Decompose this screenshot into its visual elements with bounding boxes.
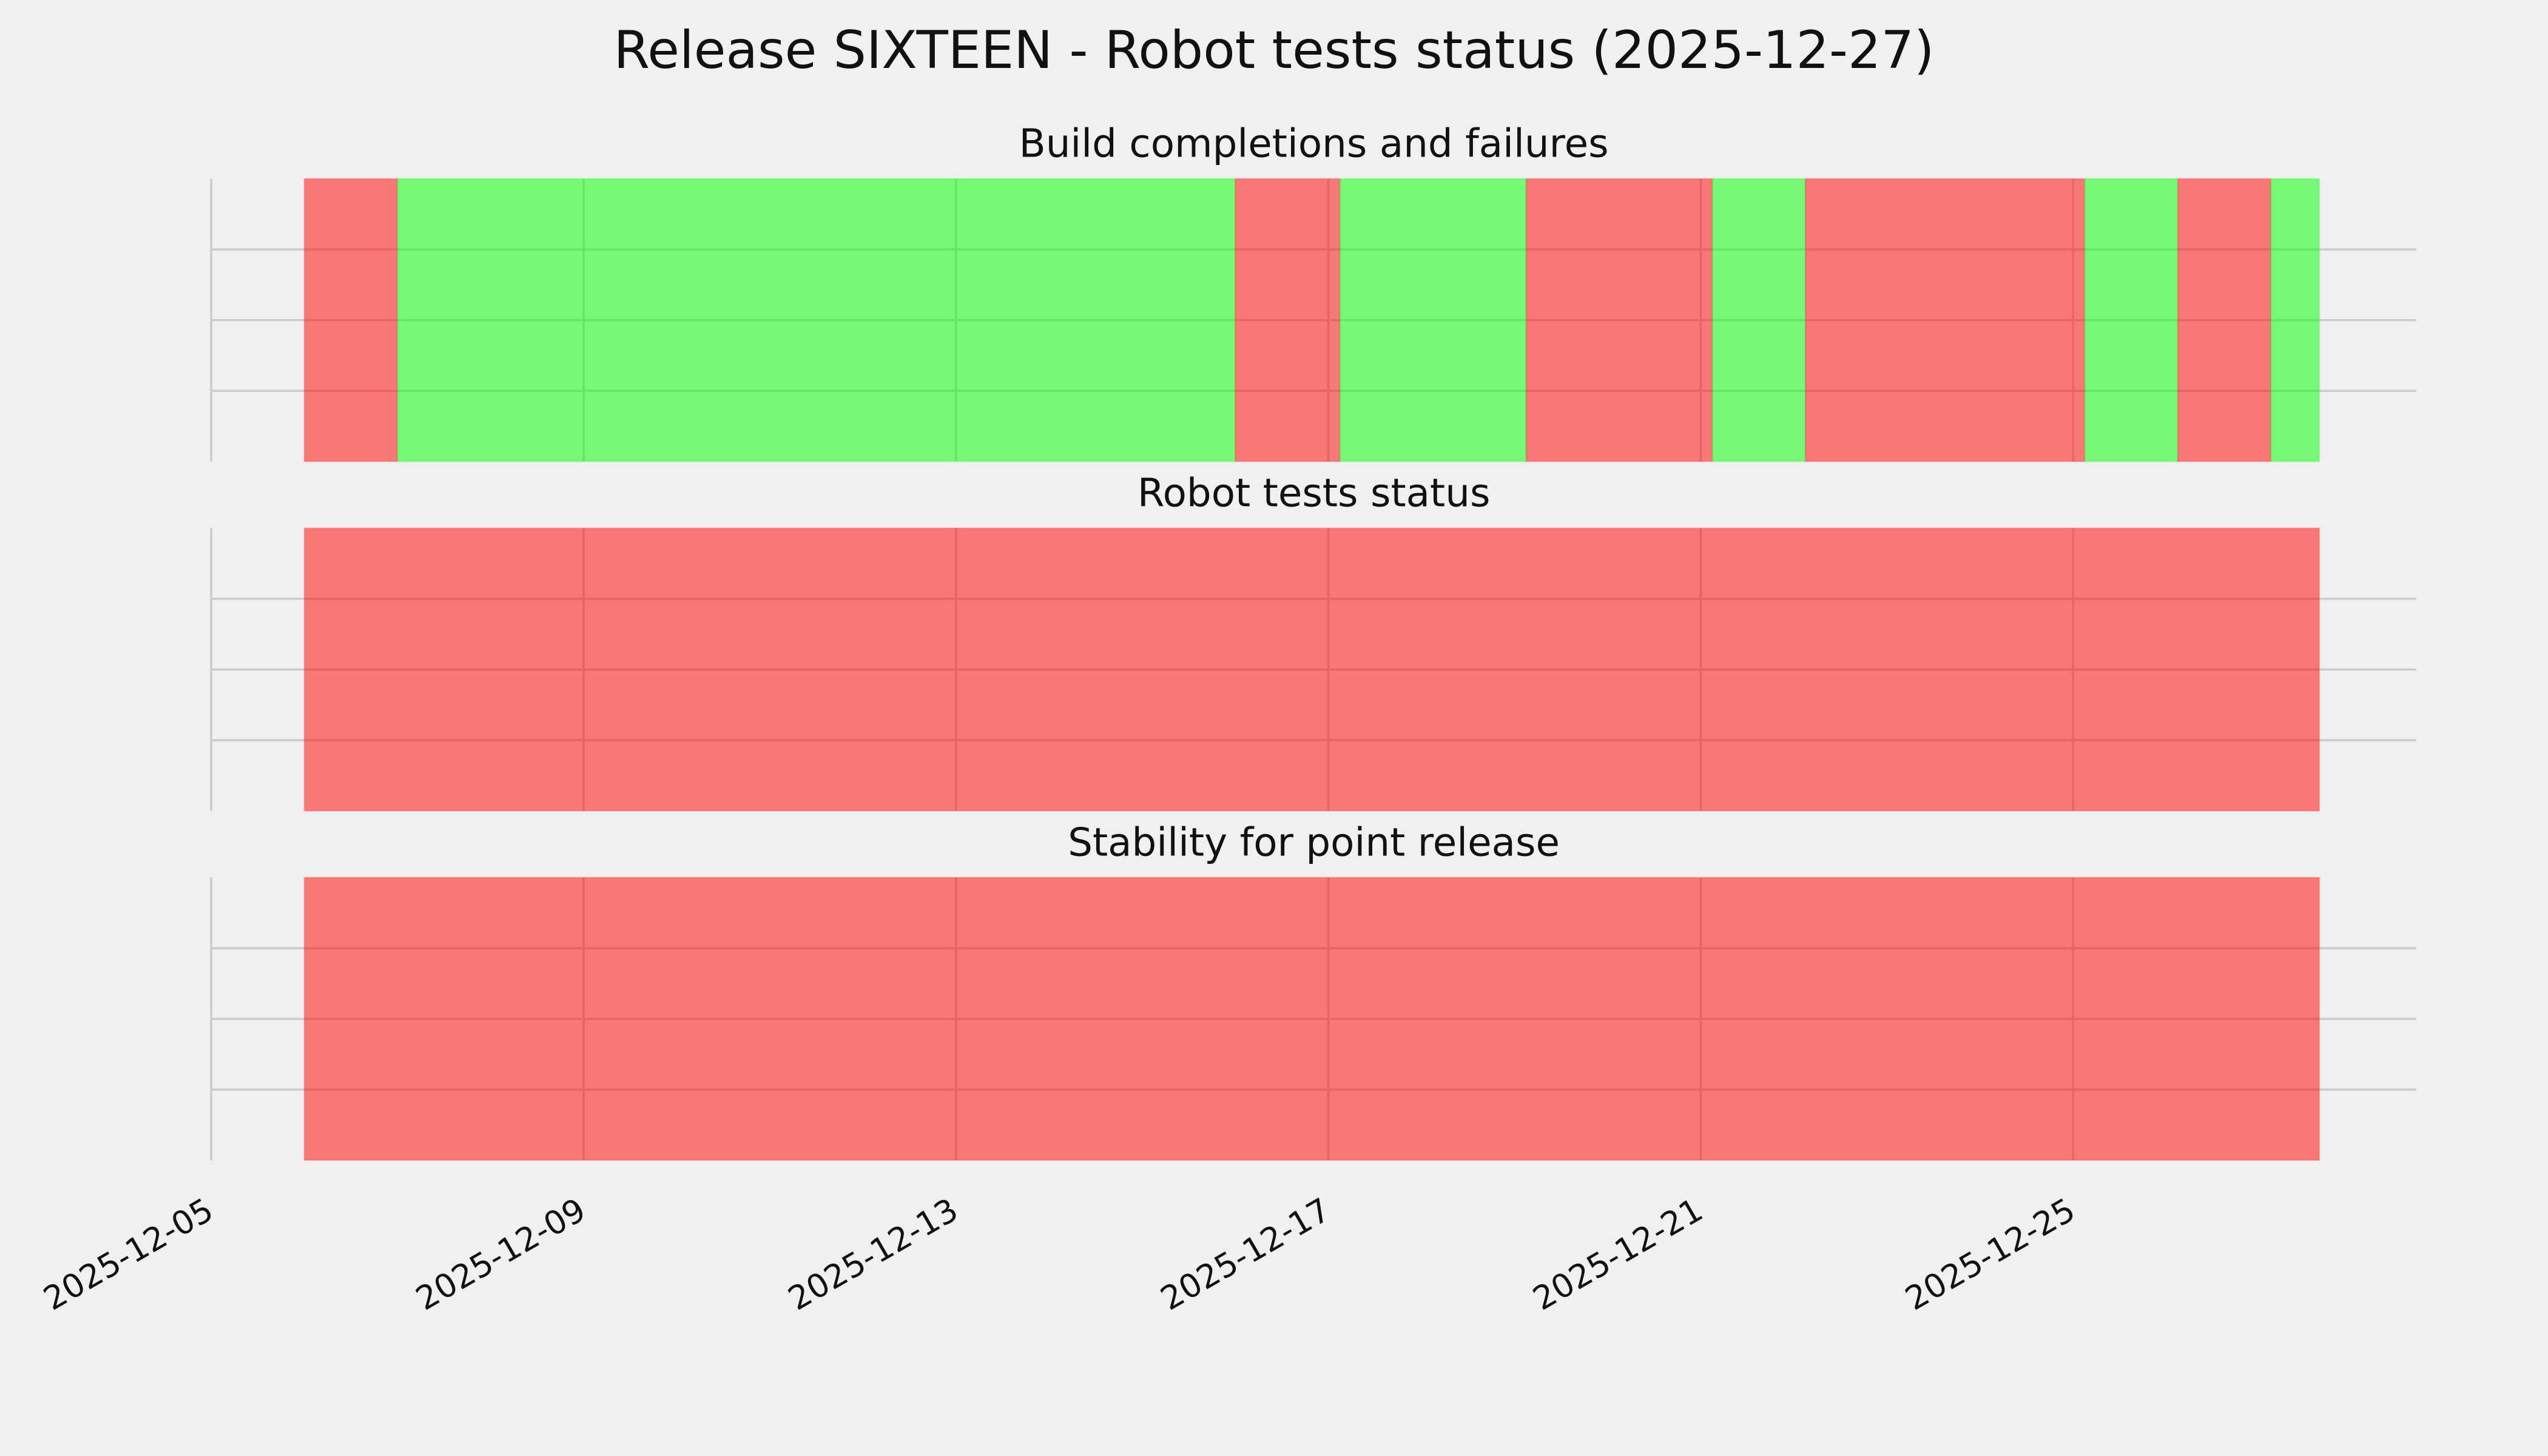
panel-title: Robot tests status — [1138, 471, 1491, 516]
status-span — [1711, 178, 1807, 463]
status-span — [1339, 178, 1528, 463]
status-span — [2084, 178, 2179, 463]
status-span — [1804, 178, 2086, 463]
status-span — [303, 877, 2320, 1161]
panel-title: Build completions and failures — [1019, 121, 1609, 167]
status-span — [303, 178, 399, 463]
chart-title: Release SIXTEEN - Robot tests status (20… — [614, 20, 1935, 81]
status-span — [1525, 178, 1713, 463]
status-span — [303, 527, 2320, 812]
status-span — [2270, 178, 2320, 463]
panel-title: Stability for point release — [1068, 820, 1560, 865]
status-span — [1234, 178, 1341, 463]
status-span — [2177, 178, 2272, 463]
status-span — [396, 178, 1236, 463]
